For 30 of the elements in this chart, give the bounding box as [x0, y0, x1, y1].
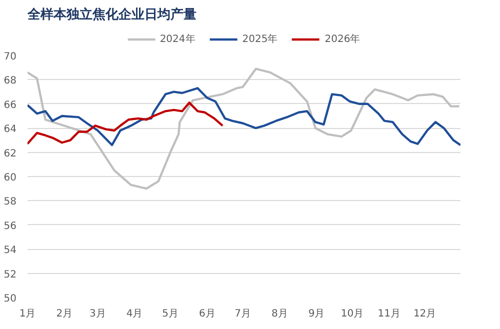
line-series — [28, 68, 460, 190]
y-tick-label: 60 — [4, 172, 17, 184]
legend-label: 2025年 — [242, 32, 278, 46]
legend-label: 2024年 — [160, 32, 196, 46]
y-tick-label: 68 — [4, 76, 17, 87]
x-tick-label: 5月 — [162, 308, 178, 320]
x-tick-label: 2月 — [56, 308, 73, 320]
y-tick-label: 50 — [4, 294, 17, 304]
y-tick-label: 56 — [4, 220, 17, 232]
y-tick-label: 54 — [4, 245, 17, 256]
line-series — [28, 102, 224, 145]
y-tick-label: 58 — [4, 196, 17, 208]
x-tick-label: 7月 — [234, 308, 252, 320]
x-tick-label: 12月 — [413, 308, 436, 320]
x-tick-label: 8月 — [272, 308, 288, 320]
y-tick-label: 66 — [4, 100, 17, 111]
y-tick-label: 52 — [4, 269, 17, 280]
x-tick-label: 1月 — [19, 308, 36, 320]
x-tick-label: 9月 — [308, 308, 325, 320]
line-series — [28, 87, 460, 146]
chart-title: 全样本独立焦化企业日均产量 — [26, 6, 196, 22]
y-tick-label: 64 — [4, 124, 17, 136]
y-tick-label: 62 — [4, 148, 17, 160]
x-tick-label: 11月 — [378, 308, 400, 320]
x-tick-label: 10月 — [340, 308, 364, 320]
x-tick-label: 4月 — [126, 308, 143, 320]
x-tick-label: 6月 — [198, 308, 216, 320]
y-tick-label: 70 — [4, 52, 17, 62]
legend-label: 2026年 — [324, 32, 360, 46]
x-tick-label: 3月 — [90, 308, 106, 320]
